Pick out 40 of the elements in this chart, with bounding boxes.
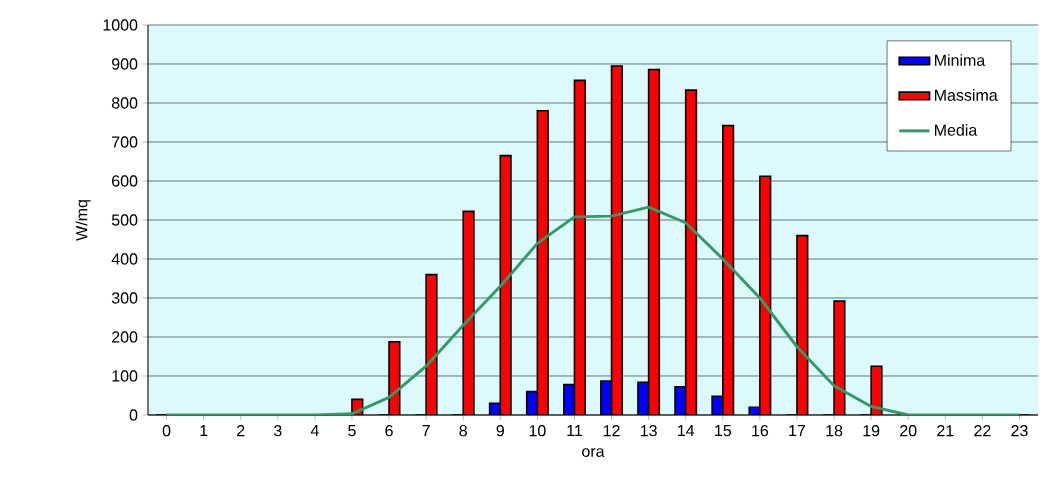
- x-tick-label: 4: [310, 425, 319, 437]
- y-tick-label: 200: [112, 331, 138, 343]
- x-tick-label: 20: [900, 425, 917, 437]
- x-tick-label: 7: [422, 425, 430, 437]
- y-tick-label: 800: [111, 97, 138, 109]
- x-tick-label: 23: [1011, 425, 1028, 437]
- x-tick-label: 9: [496, 425, 504, 437]
- y-tick-label: 500: [111, 214, 138, 226]
- x-tick-label: 13: [640, 425, 657, 437]
- y-tick-label: 1000: [103, 19, 138, 31]
- y-tick-label: 400: [111, 253, 138, 265]
- y-tick-label: 600: [112, 175, 138, 187]
- y-tick-label: 900: [112, 58, 138, 70]
- x-tick-label: 19: [863, 425, 880, 437]
- y-axis-title: W/mq: [75, 200, 91, 241]
- x-axis-title: ora: [582, 448, 605, 457]
- x-tick-label: 11: [567, 425, 582, 437]
- legend-label: Minima: [935, 54, 986, 66]
- x-tick-label: 12: [603, 425, 620, 437]
- x-tick-label: 17: [789, 425, 806, 437]
- y-tick-label: 300: [111, 292, 138, 304]
- legend-label: Media: [935, 124, 978, 136]
- y-tick-label: 700: [112, 136, 138, 148]
- x-tick-label: 5: [348, 425, 356, 437]
- x-tick-label: 1: [200, 425, 208, 437]
- y-tick-label: 100: [112, 370, 138, 382]
- legend-label: Massima: [935, 89, 998, 101]
- x-tick-label: 15: [715, 425, 732, 437]
- x-tick-label: 0: [162, 425, 171, 437]
- y-tick-label: 0: [129, 409, 138, 421]
- x-tick-label: 6: [385, 425, 393, 437]
- x-tick-label: 3: [273, 425, 282, 437]
- x-tick-label: 16: [752, 425, 769, 437]
- x-tick-label: 21: [937, 425, 954, 437]
- x-tick-label: 8: [459, 425, 467, 437]
- x-tick-label: 10: [529, 425, 546, 437]
- x-tick-label: 14: [678, 425, 695, 437]
- x-tick-label: 18: [826, 425, 843, 437]
- x-tick-label: 22: [974, 425, 991, 437]
- x-tick-label: 2: [237, 425, 245, 437]
